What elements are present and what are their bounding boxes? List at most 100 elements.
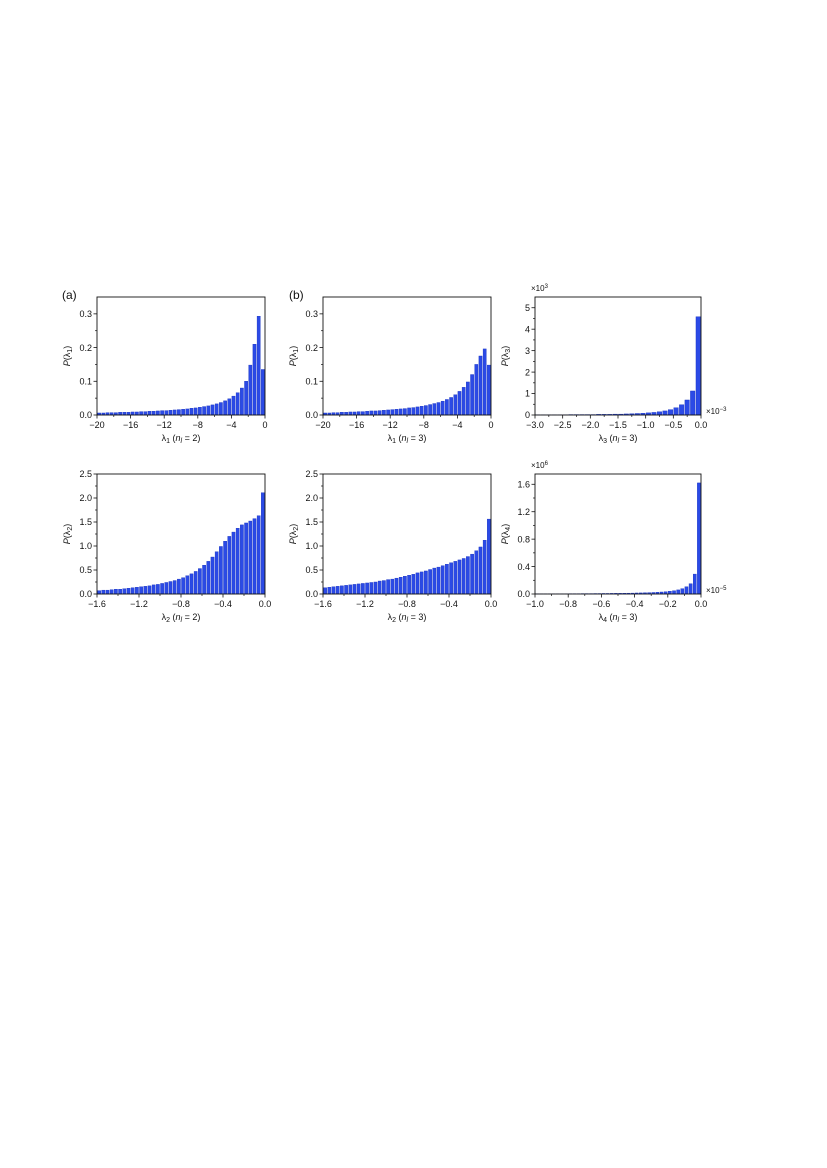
- panel-label-b: (b): [289, 288, 304, 302]
- x-tick-label: −0.4: [626, 599, 644, 609]
- bar: [143, 411, 148, 416]
- bar: [327, 587, 332, 595]
- bar: [172, 580, 177, 595]
- bar: [248, 364, 253, 416]
- chart-a2: −1.6 −1.2 −0.8 −0.4 0.0 0.0 0.5 1.0 1.5 2.0 2.5 λ2 …: [62, 469, 271, 624]
- bar: [223, 541, 227, 595]
- bar: [474, 550, 479, 595]
- y-axis-label: P(λ2): [288, 524, 300, 544]
- x-tick-label: −0.2: [659, 599, 677, 609]
- y-tick-label: 0.2: [79, 343, 92, 353]
- bar: [382, 410, 386, 416]
- bar: [403, 408, 407, 416]
- bar: [386, 579, 390, 595]
- x-tick-label: 0.0: [485, 599, 498, 609]
- bar: [428, 569, 432, 595]
- bar: [181, 577, 185, 595]
- bar: [407, 407, 411, 416]
- bar: [147, 411, 152, 416]
- bar: [156, 584, 160, 595]
- bar: [219, 546, 223, 595]
- bar: [198, 568, 202, 595]
- x-tick-label: −2.5: [554, 420, 572, 430]
- bar: [118, 589, 122, 595]
- bar: [168, 410, 173, 416]
- x-tick-label: −0.4: [440, 599, 458, 609]
- bar: [662, 410, 668, 416]
- bar: [160, 410, 164, 416]
- y-tick-label: 1.6: [517, 479, 530, 489]
- y-tick-label: 0.3: [305, 309, 318, 319]
- x-tick-label: −1.6: [88, 599, 106, 609]
- x-tick-label: −16: [123, 420, 138, 430]
- bar: [453, 561, 458, 595]
- bar: [419, 571, 424, 595]
- y-tick-label: 1: [525, 389, 530, 399]
- bar: [227, 536, 232, 595]
- plot-frame: [534, 296, 702, 416]
- y-multiplier: ×106: [531, 461, 549, 470]
- bar: [453, 394, 458, 416]
- bar: [445, 564, 449, 595]
- bar: [461, 558, 466, 595]
- bar: [424, 405, 428, 416]
- x-tick-label: −2.0: [581, 420, 599, 430]
- bar: [114, 589, 118, 595]
- bar: [160, 583, 164, 595]
- x-tick-label: 0.0: [695, 599, 708, 609]
- x-tick-label: −4: [226, 420, 236, 430]
- bar: [461, 387, 466, 416]
- bar: [210, 404, 215, 416]
- bar: [403, 576, 407, 595]
- bar: [105, 589, 110, 595]
- bar: [415, 406, 420, 416]
- bar: [361, 583, 365, 595]
- bar: [398, 408, 403, 416]
- bar: [168, 581, 173, 595]
- y-axis-label: P(λ1): [62, 346, 74, 366]
- y-tick-label: 1.0: [79, 541, 92, 551]
- bar: [449, 562, 453, 595]
- x-tick-label: 0.0: [695, 420, 708, 430]
- bar: [126, 588, 131, 595]
- x-multiplier: ×10−5: [706, 586, 727, 595]
- bar: [424, 570, 428, 595]
- x-axis-label: λ2 (nl = 3): [388, 612, 427, 624]
- bar: [244, 522, 248, 595]
- x-tick-label: −12: [383, 420, 398, 430]
- x-tick-label: −0.4: [214, 599, 232, 609]
- bar: [340, 585, 344, 595]
- bar: [419, 406, 424, 416]
- x-tick-label: −20: [89, 420, 104, 430]
- bar: [470, 553, 474, 595]
- bar: [151, 584, 156, 595]
- y-tick-label: 3: [525, 346, 530, 356]
- bar: [210, 556, 215, 595]
- bar: [252, 518, 257, 595]
- bar: [672, 590, 676, 595]
- y-axis-label: P(λ2): [62, 524, 74, 544]
- bar: [693, 573, 697, 595]
- bar: [445, 399, 449, 416]
- bar: [235, 392, 240, 416]
- bar: [440, 565, 445, 595]
- bar: [457, 391, 462, 416]
- bar: [394, 409, 399, 416]
- y-tick-label: 2: [525, 367, 530, 377]
- y-tick-label: 0.0: [517, 589, 530, 599]
- bar: [189, 408, 194, 416]
- bar: [673, 407, 679, 416]
- bar: [227, 398, 232, 416]
- bar: [657, 411, 662, 416]
- bar: [676, 589, 680, 595]
- bar: [365, 582, 369, 595]
- bar: [369, 582, 374, 595]
- bar: [219, 402, 223, 416]
- bar: [482, 540, 487, 595]
- bar: [193, 571, 198, 595]
- bar: [684, 399, 690, 416]
- bar: [432, 567, 437, 595]
- plot-frame: [96, 296, 266, 416]
- y-tick-label: 5: [525, 303, 530, 313]
